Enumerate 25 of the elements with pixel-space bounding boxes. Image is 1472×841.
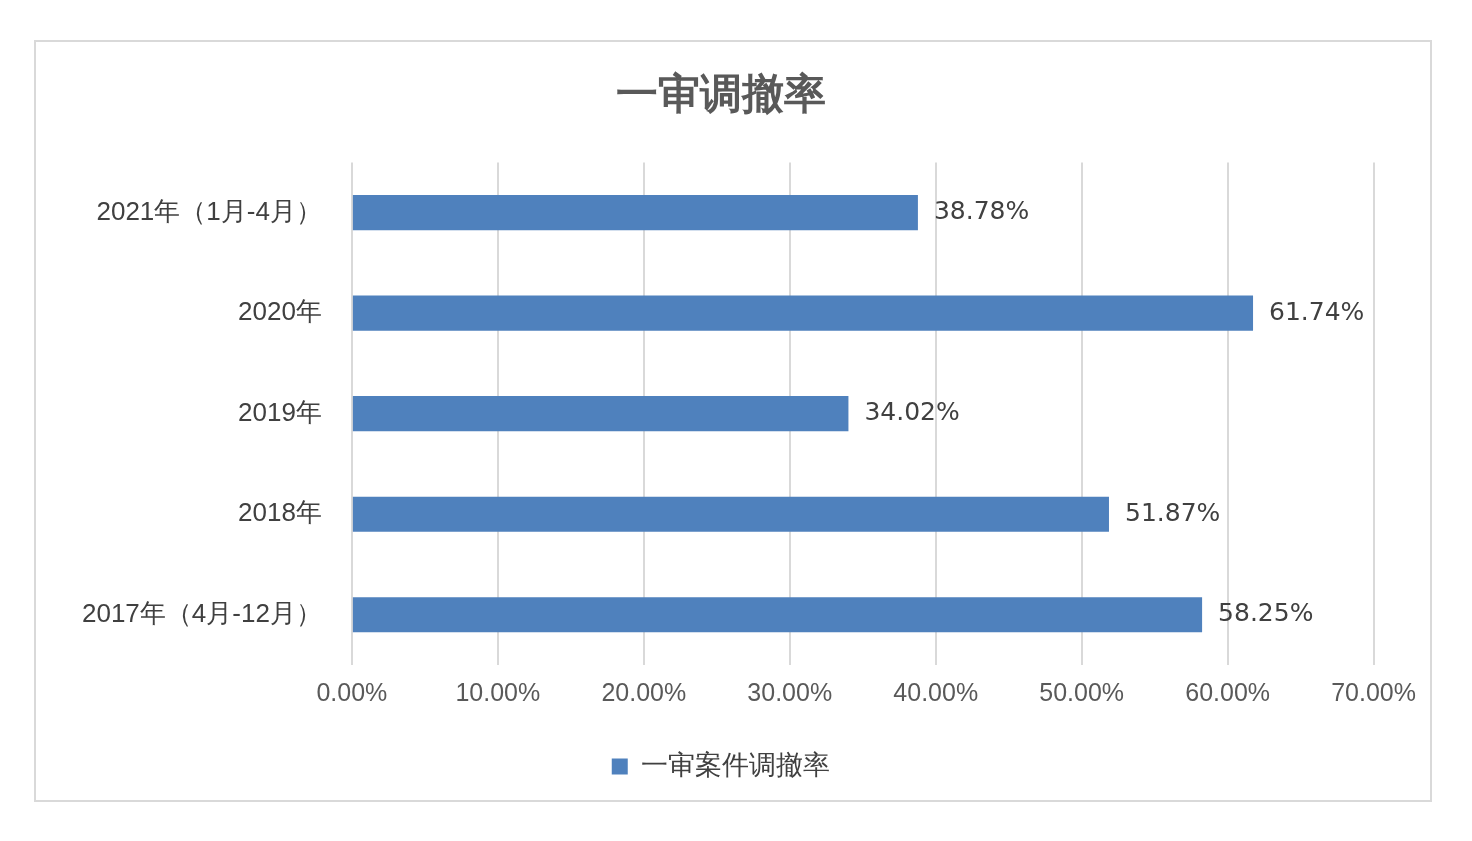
x-tick-label: 50.00% [1039,677,1125,706]
bar [352,597,1203,633]
data-label: 51.87% [1124,497,1221,527]
bar [352,195,918,231]
x-tick-label: 10.00% [455,677,541,706]
y-tick-label: 2020年 [238,296,322,327]
data-label: 61.74% [1269,296,1365,326]
y-tick-label: 2018年 [238,497,322,528]
y-tick-label: 2021年（1月-4月） [96,195,322,226]
bar [352,496,1109,532]
chart-title: 一审调撤率 [616,69,826,119]
x-tick-label: 20.00% [601,677,687,706]
x-tick-label: 70.00% [1331,677,1416,706]
y-tick-label: 2017年（4月-12月） [81,597,322,628]
bar [352,396,849,432]
x-tick-label: 40.00% [893,677,979,706]
data-label: 34.02% [864,397,960,427]
data-label: 58.25% [1218,598,1314,628]
x-tick-label: 60.00% [1185,677,1271,706]
x-tick-label: 0.00% [316,677,388,706]
y-tick-label: 2019年 [238,396,322,427]
bar [352,295,1254,331]
legend-label: 一审案件调撤率 [641,749,831,780]
data-label: 38.78% [933,196,1030,226]
x-tick-label: 30.00% [747,677,833,706]
